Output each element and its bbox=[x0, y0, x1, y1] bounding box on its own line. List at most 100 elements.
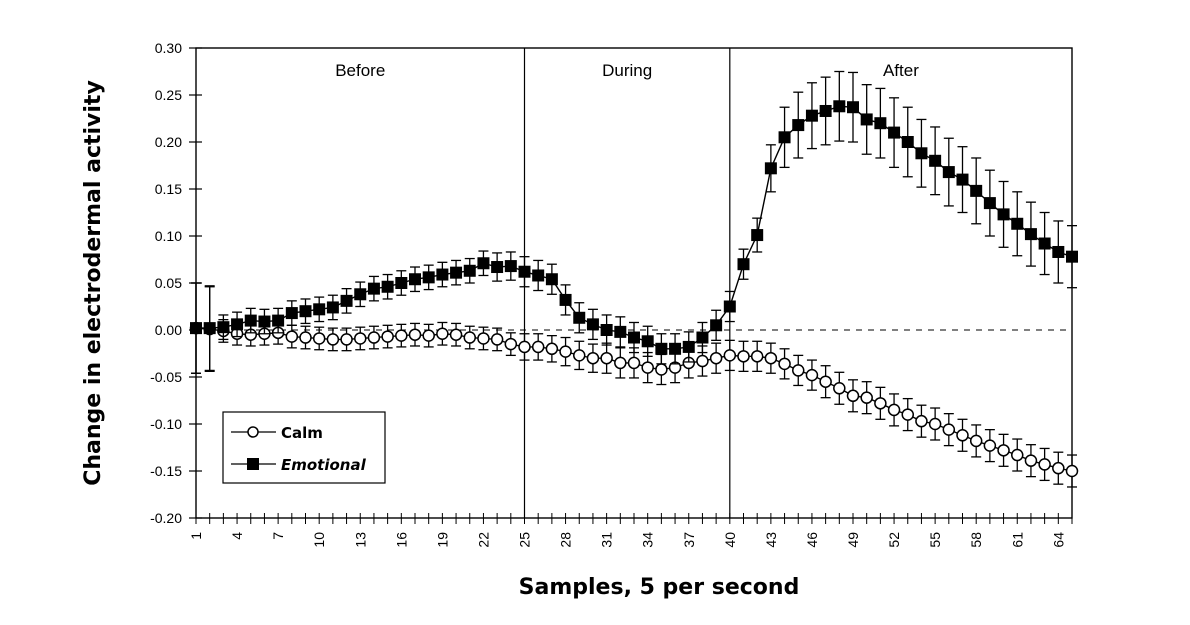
data-point bbox=[860, 391, 873, 404]
data-point bbox=[326, 301, 339, 314]
data-point bbox=[600, 351, 613, 365]
data-point bbox=[422, 329, 435, 342]
data-point bbox=[573, 311, 586, 324]
data-point bbox=[696, 331, 709, 344]
y-tick-label: 0.00 bbox=[155, 322, 182, 338]
data-point bbox=[833, 100, 846, 113]
y-tick-label: -0.15 bbox=[150, 463, 182, 479]
x-tick-label: 46 bbox=[804, 532, 820, 548]
data-point bbox=[915, 147, 928, 160]
data-point bbox=[395, 329, 408, 342]
x-tick-label: 28 bbox=[558, 532, 574, 548]
data-point bbox=[381, 330, 394, 343]
data-point bbox=[258, 315, 271, 328]
data-point bbox=[682, 340, 695, 353]
data-point bbox=[326, 333, 340, 346]
y-tick-label: 0.30 bbox=[155, 40, 182, 56]
data-point bbox=[491, 261, 504, 274]
data-point bbox=[641, 361, 654, 374]
data-point bbox=[655, 342, 668, 355]
data-point bbox=[655, 363, 668, 376]
data-point bbox=[792, 119, 805, 132]
data-point bbox=[833, 382, 846, 395]
legend-box bbox=[222, 411, 386, 484]
legend-calm-label: Calm bbox=[281, 424, 323, 442]
y-tick-label: 0.15 bbox=[155, 181, 182, 197]
legend-emotional-label: Emotional bbox=[281, 456, 367, 474]
data-point bbox=[723, 300, 736, 313]
data-point bbox=[217, 321, 230, 334]
data-point bbox=[628, 331, 640, 344]
x-tick-label: 25 bbox=[517, 532, 533, 548]
y-axis-label: Change in electrodermal activity bbox=[81, 80, 106, 486]
data-point bbox=[860, 113, 873, 126]
data-point bbox=[901, 136, 914, 148]
data-point bbox=[559, 293, 572, 306]
data-point bbox=[203, 322, 216, 335]
data-point bbox=[737, 258, 750, 271]
y-tick-label: 0.25 bbox=[155, 87, 182, 103]
x-tick-label: 40 bbox=[722, 532, 738, 548]
data-point bbox=[641, 335, 654, 348]
data-point bbox=[874, 397, 887, 410]
data-point bbox=[354, 288, 367, 301]
series-emotional bbox=[190, 70, 1078, 374]
data-point bbox=[340, 333, 353, 346]
x-tick-label: 31 bbox=[599, 532, 615, 548]
legend-calm-marker bbox=[247, 426, 259, 438]
data-point bbox=[504, 260, 517, 273]
data-point bbox=[299, 305, 312, 318]
data-point bbox=[627, 356, 641, 370]
data-point bbox=[285, 307, 298, 320]
data-point bbox=[408, 328, 422, 341]
phase-label: During bbox=[602, 61, 652, 80]
x-axis: 1 4 7 10 13 16 19 22 25 28 31 34 37 40 43 46 49 52 55 58 61 6… bbox=[188, 513, 1073, 548]
x-tick-label: 55 bbox=[927, 532, 943, 548]
data-point bbox=[518, 340, 531, 354]
data-point bbox=[614, 356, 627, 370]
data-point bbox=[190, 322, 202, 335]
data-point bbox=[545, 273, 558, 286]
y-tick-label: 0.20 bbox=[155, 134, 182, 150]
data-point bbox=[299, 331, 312, 344]
x-tick-label: 16 bbox=[393, 532, 409, 548]
data-point bbox=[436, 268, 449, 281]
y-tick-label: -0.05 bbox=[150, 369, 182, 385]
data-point bbox=[354, 332, 367, 345]
x-tick-label: 43 bbox=[763, 532, 779, 548]
data-point bbox=[778, 131, 791, 144]
data-point bbox=[381, 280, 394, 293]
data-point bbox=[983, 197, 996, 210]
data-point bbox=[723, 349, 737, 362]
data-point bbox=[436, 327, 449, 341]
data-point bbox=[1052, 245, 1065, 258]
data-point bbox=[463, 264, 476, 277]
data-point bbox=[1024, 454, 1038, 467]
y-tick-label: -0.20 bbox=[150, 510, 182, 526]
legend: Calm Emotional bbox=[222, 411, 386, 484]
data-point bbox=[764, 351, 778, 365]
data-point bbox=[409, 273, 421, 286]
data-point bbox=[1052, 461, 1065, 475]
data-point bbox=[928, 417, 942, 431]
data-point bbox=[969, 434, 983, 448]
data-point bbox=[942, 423, 956, 436]
x-axis-label: Samples, 5 per second bbox=[519, 575, 800, 600]
data-point bbox=[312, 332, 326, 345]
data-point bbox=[313, 303, 326, 316]
data-point bbox=[231, 318, 244, 331]
data-point bbox=[915, 414, 928, 428]
y-tick-label: -0.10 bbox=[150, 416, 182, 432]
data-point bbox=[805, 109, 818, 122]
data-point bbox=[504, 337, 518, 351]
data-point bbox=[764, 162, 777, 175]
data-point bbox=[340, 294, 353, 307]
data-point bbox=[1066, 250, 1078, 263]
data-point bbox=[778, 357, 791, 371]
x-tick-label: 64 bbox=[1050, 532, 1066, 548]
data-point bbox=[1038, 458, 1051, 471]
data-point bbox=[1038, 237, 1051, 250]
data-point bbox=[983, 439, 997, 452]
x-tick-label: 13 bbox=[352, 532, 368, 548]
